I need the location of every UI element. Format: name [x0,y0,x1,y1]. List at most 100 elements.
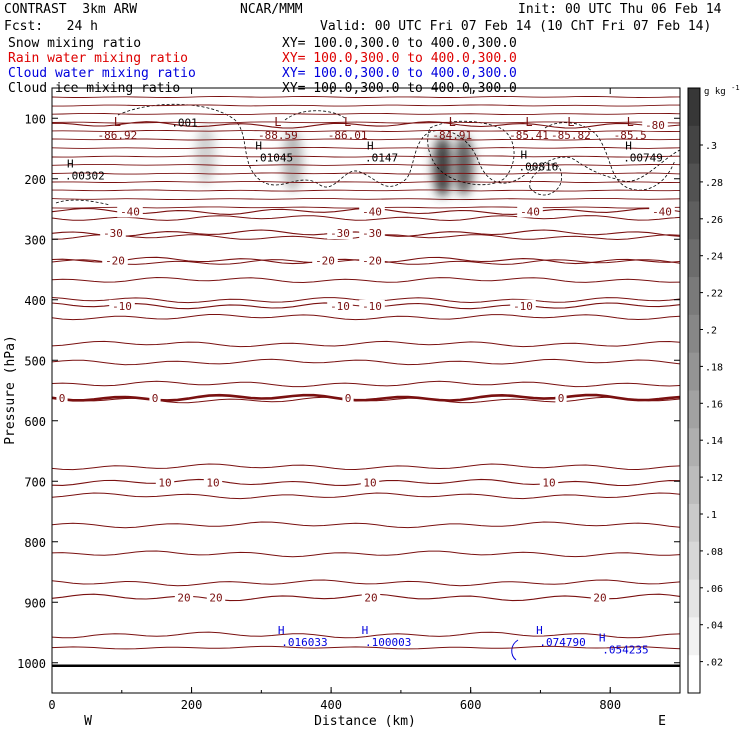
isotherm-label--80-0: -80 [645,119,665,132]
x-tick-label-0: 0 [48,698,55,712]
upper-contour-8 [51,163,681,167]
isotherm-label-bg [109,299,135,312]
temp-contour-15 [51,631,681,639]
snow-core-1 [282,130,303,191]
x-tick-label-600: 600 [460,698,482,712]
temp-contour-5 [51,314,681,321]
colorbar-seg-15 [688,655,700,694]
isotherm-label--20-1: -20 [315,254,335,267]
ice-contour-main [117,103,681,188]
isotherm-label-bg [100,227,126,240]
colorbar-seg-4 [688,239,700,278]
cloud-water-max-mark-3: H [599,632,606,645]
isotherm-label--40-3: -40 [652,205,672,218]
isotherm-label--30-2: -30 [362,227,382,240]
isotherm-label--10-1: -10 [330,300,350,313]
colorbar-label-2: .26 [705,215,723,226]
low-value-0: -86.92 [97,129,137,142]
ice-contour-east [544,122,676,191]
isotherm-label--40-1: -40 [362,205,382,218]
legend-rain-name: Rain water mixing ratio [8,51,189,66]
isotherm-label--10-3: -10 [513,300,533,313]
isotherm-label-10-0: 10 [158,476,171,489]
low-mark-4: L [525,115,532,129]
isotherm-label-bg [555,391,567,404]
isotherm-label-bg [361,591,381,604]
temp-contour-12 [51,521,681,529]
cloud-water-max-mark-1: H [362,624,369,637]
isotherm-label-0-3: 0 [558,392,565,405]
isotherm-label-bg [312,254,338,267]
y-tick-label-400: 400 [24,294,46,308]
temp-contour-13 [51,550,681,558]
low-value-2: -86.01 [328,129,368,142]
cloud-ice-contours [55,103,681,661]
upper-contour-4 [51,129,681,133]
ice-max-value-2: .0147 [365,152,398,165]
colorbar-seg-7 [688,352,700,391]
ice-max-mark-2: H [367,140,374,153]
isotherm-label-bg [203,476,223,489]
low-value-6: -85.5 [614,129,647,142]
isotherm-label--10-2: -10 [362,300,382,313]
low-value-1: -88.59 [258,129,298,142]
isotherm-label-bg [359,227,385,240]
ice-max-mark-1: H [255,140,262,153]
low-mark-2: L [344,115,351,129]
y-tick-label-200: 200 [24,173,46,187]
cloud-water-max-value-0: .016033 [281,636,327,649]
isotherm-label-0-0: 0 [59,392,66,405]
y-tick-label-900: 900 [24,596,46,610]
upper-contour-11 [52,189,681,192]
colorbar-seg-6 [688,314,700,354]
upper-contour-1 [52,104,680,107]
y-tick-label-800: 800 [24,536,46,550]
isotherm-label-20-3: 20 [593,591,606,604]
low-mark-6: L [627,115,634,129]
isotherm-label--30-0: -30 [103,227,123,240]
contour-labels: .001 -80 -40 -40 -40 -40 -30 -30 -30 -20 -20 -20 -10… [56,115,675,657]
isotherm-label-bg [117,205,143,218]
colorbar-label-1: .28 [705,178,723,189]
legend-rain-xy: XY= 100.0,300.0 to 400.0,300.0 [282,51,517,66]
colorbar-seg-14 [688,617,700,656]
cloud-water-max-value-3: .054235 [602,644,648,657]
temp-contour-11 [51,492,681,500]
colorbar-label-14: .02 [705,658,723,669]
snow-core-0 [195,124,216,185]
colorbar-seg-3 [688,201,700,240]
temp-contour-14 [51,579,681,587]
colorbar-label-13: .04 [705,621,723,632]
upper-contour-5 [51,138,681,141]
x-tick-label-400: 400 [320,698,342,712]
y-tick-label-600: 600 [24,415,46,429]
isotherm--80 [52,121,681,129]
cloud-water-max-mark-2: H [536,624,543,637]
colorbar-seg-12 [688,541,700,581]
isotherm-label-bg [359,299,385,312]
isotherm-0 [51,393,681,402]
legend-cloud-water-xy: XY= 100.0,300.0 to 400.0,300.0 [282,66,517,81]
colorbar-seg-0 [688,88,700,127]
x-axis-title: Distance (km) [314,714,416,729]
upper-contour-2 [51,112,681,116]
isotherm-label-bg [642,118,668,131]
ice-max-mark-4: H [625,140,632,153]
colorbar-seg-5 [688,277,700,316]
isotherm-label-bg [206,591,226,604]
y-tick-label-100: 100 [24,112,46,126]
colorbar-label-3: .24 [705,252,723,263]
isotherm-label-20-1: 20 [209,591,222,604]
cloud-water-max-value-2: .074790 [539,636,585,649]
isotherm-label-bg [649,205,675,218]
upper-contour-6 [51,146,681,150]
ice-contour-arc [284,110,346,121]
cloud-water-contour [511,639,519,661]
isotherm-label--40-0: -40 [120,205,140,218]
isotherm-label-20-0: 20 [177,591,190,604]
x-tick-label-800: 800 [599,698,621,712]
colorbar-label-0: .3 [705,141,717,152]
low-mark-0: L [114,115,121,129]
colorbar-seg-13 [688,579,700,618]
